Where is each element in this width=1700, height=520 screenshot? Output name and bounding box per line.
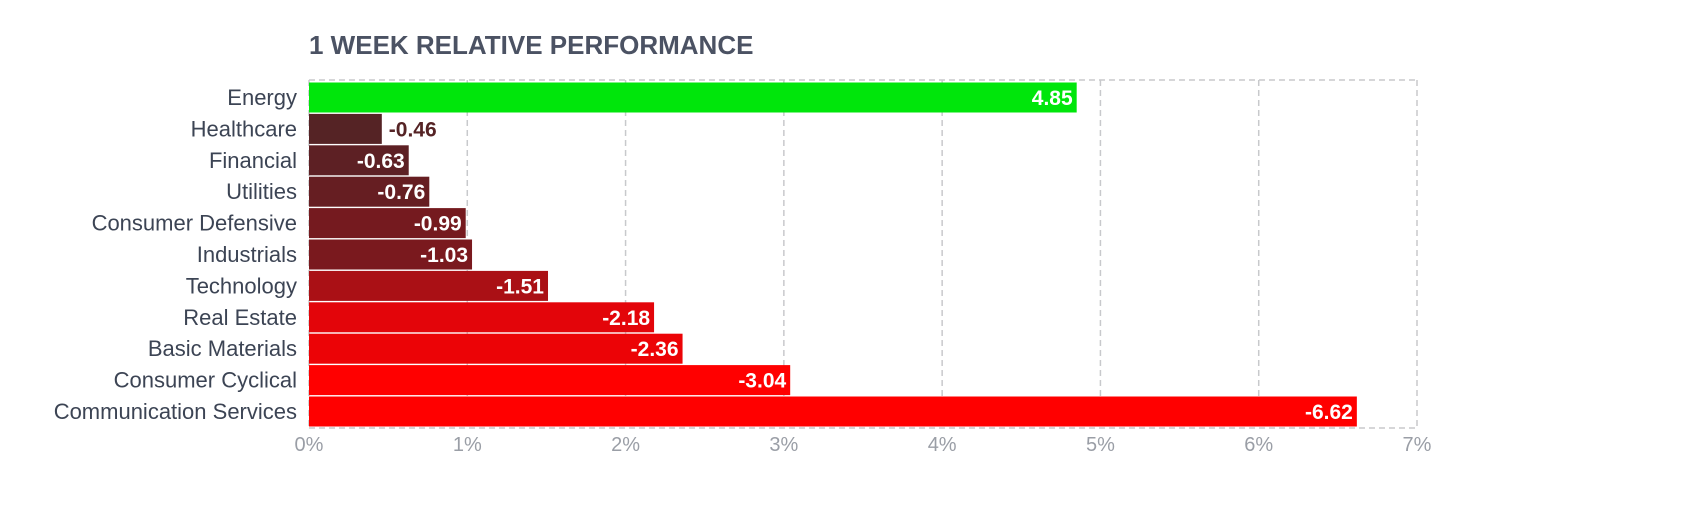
category-label: Financial: [209, 148, 297, 173]
category-label: Consumer Defensive: [92, 211, 297, 236]
category-label: Energy: [227, 85, 297, 110]
bar: [309, 333, 683, 364]
chart-title: 1 WEEK RELATIVE PERFORMANCE: [309, 30, 753, 60]
category-label: Real Estate: [183, 305, 297, 330]
x-tick-label: 7%: [1403, 434, 1432, 456]
category-label: Communication Services: [54, 399, 297, 424]
bar: [309, 113, 382, 144]
value-label: -0.76: [377, 181, 425, 204]
value-label: -1.03: [420, 244, 468, 267]
x-tick-label: 1%: [453, 434, 482, 456]
bar: [309, 208, 466, 239]
value-label: -0.46: [389, 118, 437, 141]
category-label: Industrials: [197, 242, 297, 267]
category-label: Basic Materials: [148, 336, 297, 361]
x-tick-label: 0%: [295, 434, 324, 456]
category-label: Healthcare: [191, 116, 297, 141]
bar: [309, 302, 655, 333]
bar: [309, 176, 430, 207]
bar: [309, 239, 473, 270]
bar: [309, 145, 409, 176]
x-tick-label: 6%: [1244, 434, 1273, 456]
value-label: -6.62: [1305, 401, 1353, 424]
bar: [309, 365, 791, 396]
category-label: Technology: [186, 273, 297, 298]
value-label: -2.18: [602, 307, 650, 330]
x-tick-label: 2%: [611, 434, 640, 456]
value-label: -0.63: [357, 150, 405, 173]
value-label: -3.04: [738, 370, 786, 393]
x-tick-label: 3%: [769, 434, 798, 456]
value-label: -0.99: [414, 213, 462, 236]
value-label: 4.85: [1032, 87, 1073, 110]
category-label: Utilities: [226, 179, 297, 204]
value-label: -1.51: [496, 275, 544, 298]
bar: [309, 270, 549, 301]
category-label: Consumer Cyclical: [114, 368, 297, 393]
x-tick-label: 5%: [1086, 434, 1115, 456]
x-tick-label: 4%: [928, 434, 957, 456]
value-label: -2.36: [631, 338, 679, 361]
bar: [309, 396, 1357, 427]
bar: [309, 82, 1077, 113]
